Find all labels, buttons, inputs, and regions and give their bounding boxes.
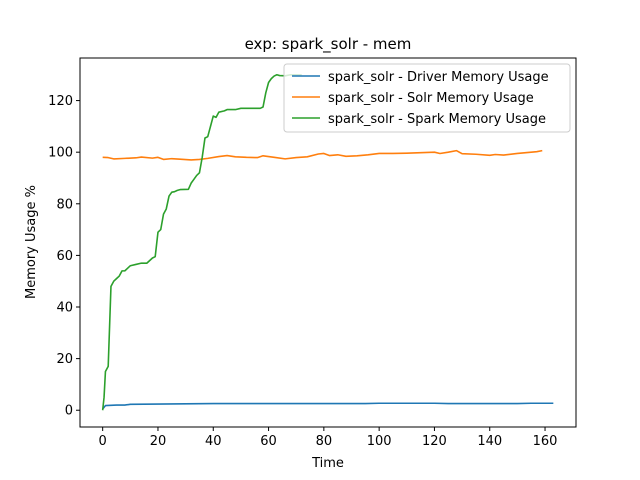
x-tick-label: 120 (422, 434, 447, 449)
y-tick-label: 80 (56, 197, 73, 212)
axes-frame (79, 57, 577, 428)
x-tick-label: 60 (260, 434, 277, 449)
x-tick-label: 160 (533, 434, 558, 449)
legend-label-3: spark_solr - Spark Memory Usage (328, 112, 546, 127)
x-axis: 0 20 40 60 80 100 120 140 160 (99, 427, 558, 449)
legend-label-1: spark_solr - Driver Memory Usage (328, 70, 549, 85)
x-axis-label: Time (311, 456, 344, 471)
y-tick-label: 40 (56, 301, 73, 316)
legend-box (283, 63, 571, 133)
x-tick-label: 80 (316, 434, 333, 449)
y-tick-label: 60 (56, 249, 73, 264)
y-tick-label: 20 (56, 352, 73, 367)
series-line-3 (101, 73, 302, 411)
y-tick-label: 0 (65, 404, 73, 419)
x-tick-label: 40 (205, 434, 222, 449)
legend: spark_solr - Driver Memory Usage spark_so… (283, 63, 571, 133)
x-tick-label: 0 (99, 434, 107, 449)
x-tick-label: 20 (150, 434, 167, 449)
legend-label-2: spark_solr - Solr Memory Usage (328, 91, 534, 106)
series-layer (101, 73, 554, 411)
chart-title: exp: spark_solr - mem (245, 35, 412, 54)
plot-area (79, 57, 577, 428)
y-axis: 0 20 40 60 80 100 120 (48, 94, 80, 419)
x-tick-label: 140 (477, 434, 502, 449)
y-axis-label: Memory Usage % (24, 185, 39, 299)
y-tick-label: 100 (48, 146, 73, 161)
x-tick-label: 100 (367, 434, 392, 449)
series-line-2 (102, 149, 543, 161)
series-line-1 (102, 402, 554, 410)
y-tick-label: 120 (48, 94, 73, 109)
